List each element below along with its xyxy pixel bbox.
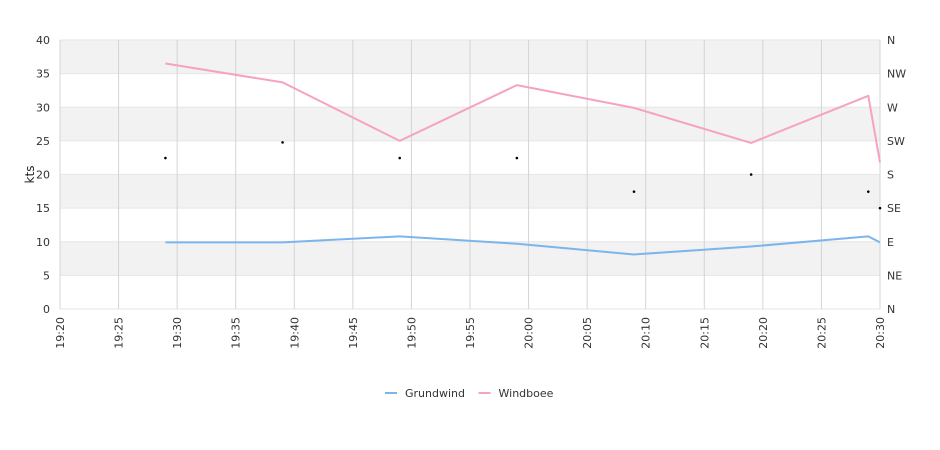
y-tick-label: 40 xyxy=(36,34,50,47)
y-tick-label: 35 xyxy=(36,68,50,81)
x-tick-label: 19:50 xyxy=(405,317,418,349)
legend-item-windboee[interactable]: Windboee xyxy=(478,387,554,400)
y-tick-label: 25 xyxy=(36,135,50,148)
direction-marker xyxy=(281,141,284,144)
y-tick-label: 30 xyxy=(36,101,50,114)
series-line-windboee xyxy=(165,62,881,163)
y-axis-title: kts xyxy=(23,166,37,184)
y2-tick-label: N xyxy=(887,303,895,316)
series-lines xyxy=(165,62,881,256)
direction-marker xyxy=(515,156,519,160)
y2-tick-label: NE xyxy=(887,269,902,282)
series-line-grundwind xyxy=(165,235,881,256)
y2-tick-label: NW xyxy=(887,68,906,81)
direction-marker xyxy=(398,156,402,160)
x-tick-label: 19:55 xyxy=(464,317,477,349)
x-tick-label: 19:20 xyxy=(54,317,67,349)
direction-markers xyxy=(164,141,882,210)
x-tick-label: 19:40 xyxy=(288,317,301,349)
x-tick-label: 20:10 xyxy=(640,317,653,349)
direction-marker xyxy=(749,173,753,176)
direction-marker xyxy=(164,156,167,160)
x-tick-label: 20:30 xyxy=(874,317,887,349)
x-tick-label: 20:20 xyxy=(757,317,770,349)
y-tick-label: 5 xyxy=(43,269,50,282)
legend[interactable]: Grundwind Windboee xyxy=(385,387,554,400)
legend-item-grundwind[interactable]: Grundwind xyxy=(385,387,465,400)
y2-tick-label: W xyxy=(887,101,898,114)
legend-label: Grundwind xyxy=(405,387,465,400)
y2-tick-label: SE xyxy=(887,202,901,215)
y-axis-left: 0 5 10 15 20 25 30 35 40 xyxy=(36,34,50,316)
x-tick-label: 20:00 xyxy=(523,317,536,349)
y2-tick-label: SW xyxy=(887,135,905,148)
y-axis-right: N NE E SE S SW W NW N xyxy=(887,34,906,316)
direction-marker xyxy=(866,190,870,193)
legend-label: Windboee xyxy=(499,387,554,400)
x-tick-label: 20:25 xyxy=(815,317,828,349)
y-tick-label: 15 xyxy=(36,202,50,215)
y2-tick-label: N xyxy=(887,34,895,47)
x-tick-label: 19:45 xyxy=(347,317,360,349)
x-tick-label: 19:35 xyxy=(230,317,243,349)
y2-tick-label: E xyxy=(887,236,894,249)
x-axis: 19:20 19:25 19:30 19:35 19:40 19:45 19:50 19:55… xyxy=(54,317,887,349)
x-tick-label: 19:25 xyxy=(113,317,126,349)
x-tick-label: 19:30 xyxy=(171,317,184,349)
y-tick-label: 0 xyxy=(43,303,50,316)
direction-marker xyxy=(632,190,636,193)
y-tick-label: 20 xyxy=(36,169,50,182)
y2-tick-label: S xyxy=(887,169,894,182)
x-tick-label: 20:05 xyxy=(581,317,594,349)
y-tick-label: 10 xyxy=(36,236,50,249)
direction-marker xyxy=(878,206,882,210)
x-tick-label: 20:15 xyxy=(698,317,711,349)
